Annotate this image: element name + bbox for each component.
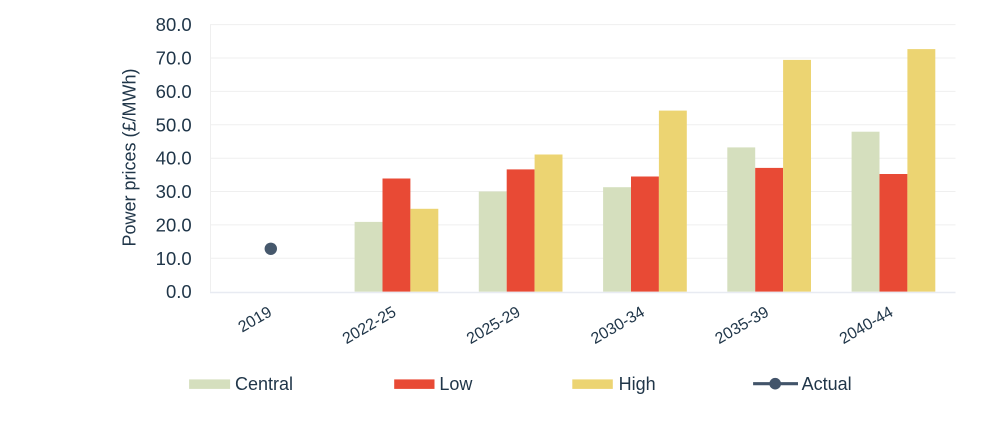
svg-text:60.0: 60.0 (156, 81, 192, 102)
svg-text:80.0: 80.0 (156, 14, 192, 35)
svg-text:70.0: 70.0 (156, 48, 192, 69)
svg-text:10.0: 10.0 (156, 248, 192, 269)
svg-text:Central: Central (235, 374, 293, 394)
svg-text:Actual: Actual (802, 374, 852, 394)
svg-text:50.0: 50.0 (156, 114, 192, 135)
svg-text:20.0: 20.0 (156, 214, 192, 235)
svg-text:Low: Low (439, 374, 473, 394)
svg-text:Power prices (£/MWh): Power prices (£/MWh) (120, 68, 140, 246)
svg-text:40.0: 40.0 (156, 148, 192, 169)
svg-text:30.0: 30.0 (156, 181, 192, 202)
svg-text:0.0: 0.0 (166, 281, 192, 302)
svg-text:High: High (619, 374, 656, 394)
